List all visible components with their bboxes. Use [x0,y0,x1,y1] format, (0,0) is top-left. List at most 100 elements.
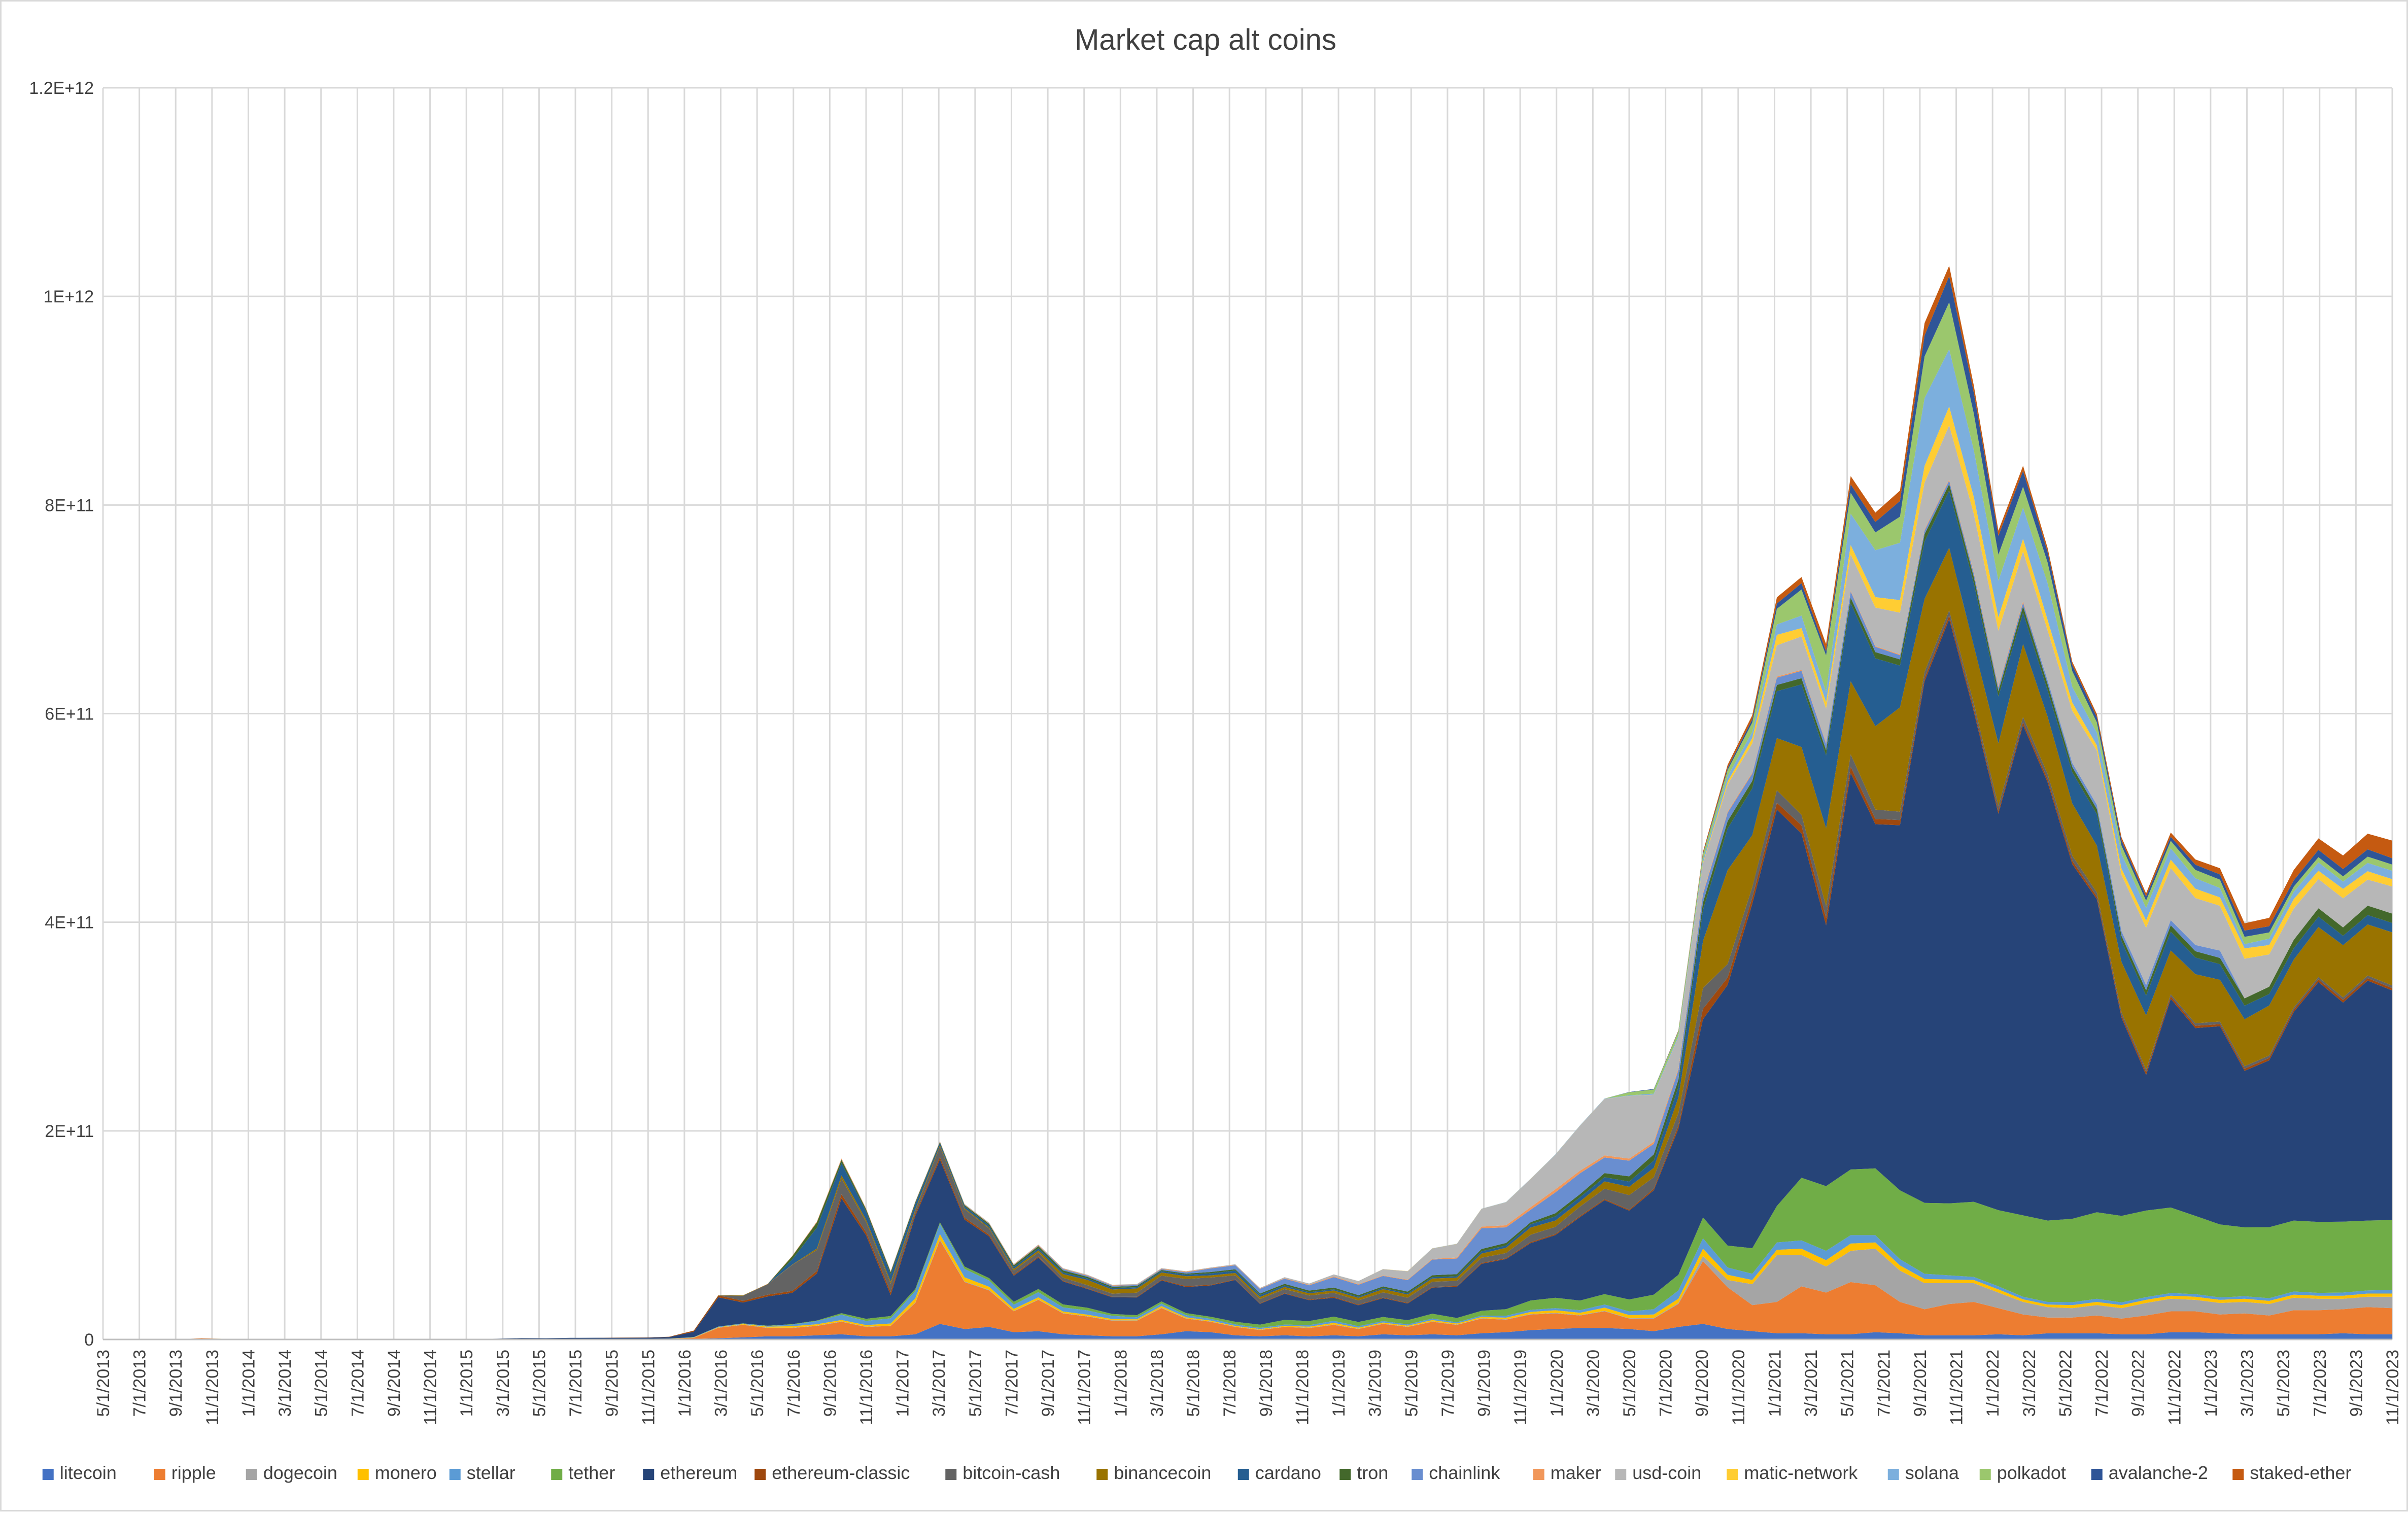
legend-item-ethereum: ethereum [643,1462,737,1483]
legend-swatch [2091,1469,2103,1480]
x-tick-label: 11/1/2016 [857,1350,876,1425]
x-tick-label: 7/1/2018 [1220,1350,1240,1417]
x-tick-label: 9/1/2021 [1911,1350,1930,1417]
x-tick-label: 11/1/2013 [203,1350,222,1425]
y-tick-label: 0 [84,1330,94,1350]
x-tick-label: 7/1/2017 [1002,1350,1021,1417]
legend-swatch [1727,1469,1738,1480]
legend-item-staked-ether: staked-ether [2232,1462,2351,1483]
legend-label: cardano [1255,1462,1321,1483]
x-tick-label: 5/1/2021 [1838,1350,1857,1417]
x-tick-label: 7/1/2013 [130,1350,150,1417]
legend-label: tether [568,1462,615,1483]
x-tick-label: 3/1/2020 [1584,1350,1603,1417]
legend-label: litecoin [60,1462,117,1483]
x-tick-label: 9/1/2017 [1039,1350,1058,1417]
x-tick-label: 11/1/2014 [421,1350,440,1425]
x-tick-label: 11/1/2021 [1947,1350,1967,1425]
x-tick-label: 7/1/2022 [2092,1350,2112,1417]
legend-item-cardano: cardano [1237,1462,1321,1483]
legend-label: dogecoin [263,1462,337,1483]
area-monero [103,1234,2392,1339]
x-tick-label: 1/1/2016 [675,1350,695,1417]
y-tick-label: 1.2E+12 [29,79,94,98]
x-tick-label: 9/1/2015 [603,1350,622,1417]
x-tick-label: 9/1/2023 [2347,1350,2366,1417]
x-tick-label: 5/1/2013 [94,1350,113,1417]
x-tick-label: 3/1/2019 [1366,1350,1385,1417]
x-tick-label: 3/1/2021 [1802,1350,1821,1417]
area-tether [103,1168,2392,1339]
legend-label: monero [375,1462,437,1483]
area-stellar [103,1223,2392,1339]
x-tick-label: 5/1/2019 [1402,1350,1421,1417]
legend-swatch [154,1469,165,1480]
y-tick-label: 6E+11 [45,705,94,724]
x-axis-ticks: 5/1/2013 7/1/2013 9/1/2013 11/1/2013 1/1/201… [94,1350,2402,1425]
legend-label: ethereum [660,1462,737,1483]
legend-swatch [1339,1469,1351,1480]
chart-title: Market cap alt coins [1075,23,1336,56]
legend-swatch [42,1469,54,1480]
legend-label: avalanche-2 [2109,1462,2208,1483]
legend-label: polkadot [1997,1462,2066,1483]
legend-label: usd-coin [1632,1462,1701,1483]
legend-swatch [2232,1469,2244,1480]
legend-label: binancecoin [1114,1462,1211,1483]
x-tick-label: 7/1/2014 [348,1350,367,1417]
legend-swatch [1412,1469,1423,1480]
y-tick-label: 4E+11 [45,913,94,933]
x-tick-label: 3/1/2018 [1148,1350,1167,1417]
x-tick-label: 9/1/2014 [385,1350,404,1417]
legend-item-binancecoin: binancecoin [1096,1462,1211,1483]
legend-item-maker: maker [1533,1462,1601,1483]
x-tick-label: 3/1/2014 [276,1350,295,1417]
x-tick-label: 3/1/2022 [2020,1350,2039,1417]
x-tick-label: 1/1/2019 [1329,1350,1349,1417]
x-tick-label: 1/1/2015 [457,1350,476,1417]
x-tick-label: 3/1/2017 [930,1350,949,1417]
x-tick-label: 1/1/2018 [1111,1350,1130,1417]
legend-item-solana: solana [1887,1462,1959,1483]
legend-swatch [754,1469,766,1480]
x-tick-label: 9/1/2019 [1475,1350,1494,1417]
area-dogecoin [103,1239,2392,1339]
legend-item-ripple: ripple [154,1462,216,1483]
y-tick-label: 8E+11 [45,496,94,515]
legend-label: chainlink [1429,1462,1500,1483]
legend-item-usd-coin: usd-coin [1615,1462,1701,1483]
x-tick-label: 5/1/2020 [1620,1350,1639,1417]
legend-item-chainlink: chainlink [1412,1462,1500,1483]
legend-item-stellar: stellar [449,1462,515,1483]
legend-swatch [1533,1469,1544,1480]
legend-label: ripple [171,1462,216,1483]
legend-swatch [357,1469,369,1480]
area-litecoin [103,1324,2392,1339]
legend-item-dogecoin: dogecoin [246,1462,337,1483]
x-tick-label: 5/1/2018 [1184,1350,1203,1417]
x-tick-label: 1/1/2021 [1765,1350,1784,1417]
x-tick-label: 5/1/2023 [2274,1350,2293,1417]
legend-label: stellar [467,1462,515,1483]
x-tick-label: 9/1/2016 [820,1350,840,1417]
legend-item-tether: tether [551,1462,615,1483]
legend-item-ethereum-classic: ethereum-classic [754,1462,910,1483]
x-tick-label: 7/1/2016 [784,1350,804,1417]
x-tick-label: 7/1/2015 [566,1350,586,1417]
x-tick-label: 3/1/2016 [712,1350,731,1417]
legend-label: maker [1551,1462,1601,1483]
x-tick-label: 11/1/2019 [1511,1350,1530,1425]
legend-swatch [1615,1469,1627,1480]
legend-label: tron [1357,1462,1388,1483]
x-tick-label: 1/1/2014 [239,1350,258,1417]
y-tick-label: 1E+12 [44,287,94,306]
legend-swatch [1979,1469,1991,1480]
x-tick-label: 11/1/2020 [1729,1350,1748,1425]
gridlines [102,87,2393,1339]
legend-item-tron: tron [1339,1462,1388,1483]
x-tick-label: 11/1/2023 [2383,1350,2402,1425]
legend-label: bitcoin-cash [962,1462,1060,1483]
area-series [103,265,2392,1339]
